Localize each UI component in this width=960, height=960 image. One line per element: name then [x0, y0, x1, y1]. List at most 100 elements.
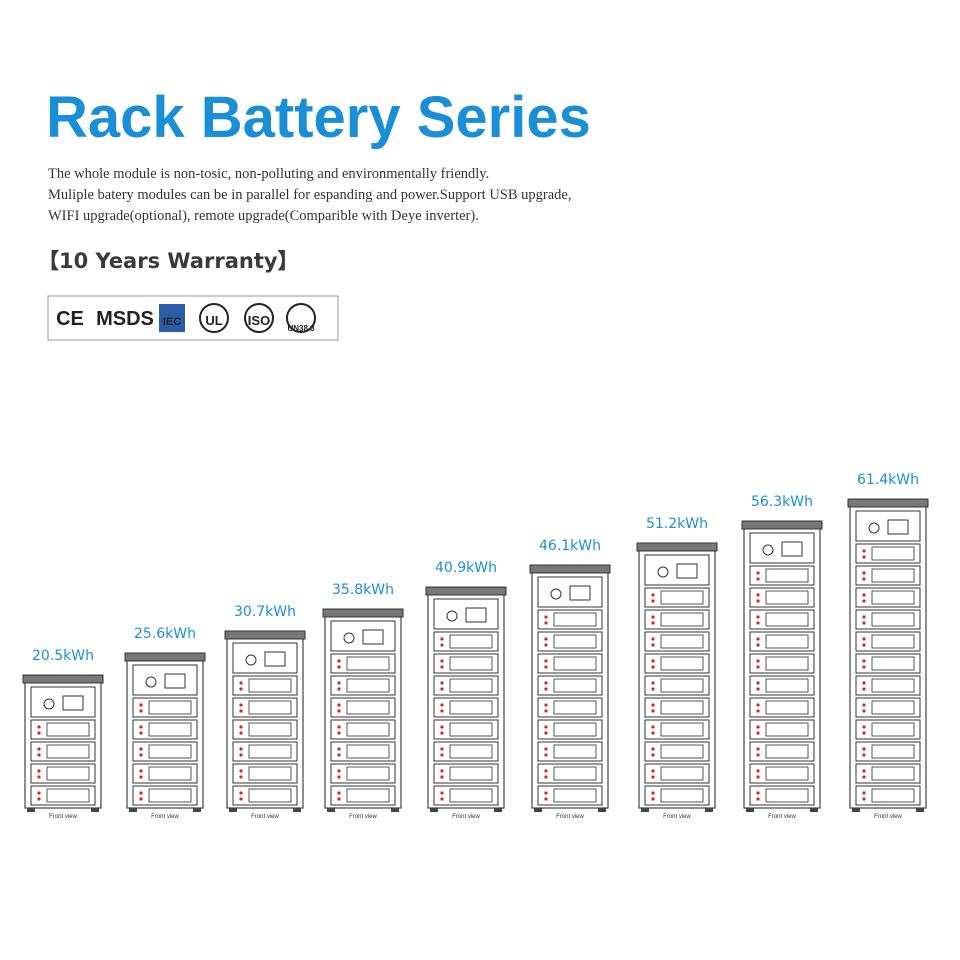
- terminal: [139, 797, 143, 801]
- module-handle: [449, 722, 493, 737]
- control-knob: [446, 610, 458, 622]
- terminal: [544, 775, 548, 779]
- rack-cap: [741, 520, 823, 530]
- terminal: [756, 621, 760, 625]
- racks: 20.5kWh Front view 25.6kWh Front view 30.7kW…: [22, 472, 929, 820]
- terminal: [756, 571, 760, 575]
- module-handle: [871, 722, 915, 737]
- terminal: [756, 593, 760, 597]
- terminal: [37, 725, 41, 729]
- module-handle: [765, 612, 809, 627]
- terminal: [651, 731, 655, 735]
- terminal: [651, 791, 655, 795]
- control-knob: [43, 698, 55, 710]
- terminal: [544, 731, 548, 735]
- terminal: [544, 791, 548, 795]
- module-handle: [46, 722, 90, 737]
- module-handle: [660, 590, 704, 605]
- terminal: [239, 769, 243, 773]
- view-label: Front view: [349, 814, 377, 820]
- terminal: [544, 747, 548, 751]
- cert-label: ISO: [248, 313, 270, 328]
- module-handle: [46, 766, 90, 781]
- terminal: [337, 687, 341, 691]
- terminal: [651, 659, 655, 663]
- module-handle: [765, 568, 809, 583]
- terminal: [239, 687, 243, 691]
- terminal: [862, 577, 866, 581]
- module-handle: [248, 744, 292, 759]
- module-handle: [871, 700, 915, 715]
- rack-foot: [534, 808, 542, 812]
- module-handle: [871, 656, 915, 671]
- terminal: [239, 753, 243, 757]
- terminal: [756, 709, 760, 713]
- terminal: [440, 709, 444, 713]
- rack-cap: [322, 608, 404, 618]
- module-handle: [765, 678, 809, 693]
- terminal: [862, 549, 866, 553]
- terminal: [862, 703, 866, 707]
- module-handle: [871, 766, 915, 781]
- control-panel: [781, 541, 803, 557]
- module-handle: [553, 722, 597, 737]
- module-handle: [871, 788, 915, 803]
- terminal: [239, 709, 243, 713]
- module-handle: [346, 788, 390, 803]
- module-handle: [553, 678, 597, 693]
- rack-foot: [746, 808, 754, 812]
- module-handle: [553, 634, 597, 649]
- control-panel: [264, 651, 286, 667]
- rack-foot: [327, 808, 335, 812]
- module-handle: [148, 788, 192, 803]
- rack-cap: [425, 586, 507, 596]
- control-panel: [465, 607, 487, 623]
- module-handle: [553, 788, 597, 803]
- terminal: [862, 753, 866, 757]
- rack-foot: [229, 808, 237, 812]
- module-handle: [553, 766, 597, 781]
- module-handle: [346, 722, 390, 737]
- terminal: [544, 769, 548, 773]
- terminal: [756, 703, 760, 707]
- terminal: [139, 725, 143, 729]
- module-handle: [765, 590, 809, 605]
- cert-label: MSDS: [96, 308, 154, 330]
- terminal: [756, 659, 760, 663]
- view-label: Front view: [49, 814, 77, 820]
- capacity-label: 20.5kWh: [32, 648, 94, 664]
- terminal: [139, 753, 143, 757]
- terminal: [440, 665, 444, 669]
- terminal: [239, 775, 243, 779]
- terminal: [337, 709, 341, 713]
- terminal: [756, 769, 760, 773]
- terminal: [337, 769, 341, 773]
- module-handle: [871, 634, 915, 649]
- control-module: [644, 554, 710, 586]
- module-handle: [148, 744, 192, 759]
- view-label: Front view: [151, 814, 179, 820]
- terminal: [37, 769, 41, 773]
- terminal: [440, 747, 444, 751]
- capacity-label: 25.6kWh: [134, 626, 196, 642]
- terminal: [651, 703, 655, 707]
- terminal: [544, 687, 548, 691]
- module-handle: [660, 634, 704, 649]
- rack-foot: [916, 808, 924, 812]
- terminal: [756, 665, 760, 669]
- module-handle: [346, 700, 390, 715]
- module-handle: [248, 700, 292, 715]
- terminal: [337, 659, 341, 663]
- control-knob: [868, 522, 880, 534]
- module-handle: [660, 612, 704, 627]
- rack-foot: [705, 808, 713, 812]
- control-knob: [343, 632, 355, 644]
- terminal: [756, 687, 760, 691]
- module-handle: [765, 766, 809, 781]
- module-handle: [148, 766, 192, 781]
- module-handle: [553, 612, 597, 627]
- cert-label: UN38.3: [287, 324, 315, 333]
- module-handle: [248, 788, 292, 803]
- terminal: [337, 747, 341, 751]
- terminal: [139, 775, 143, 779]
